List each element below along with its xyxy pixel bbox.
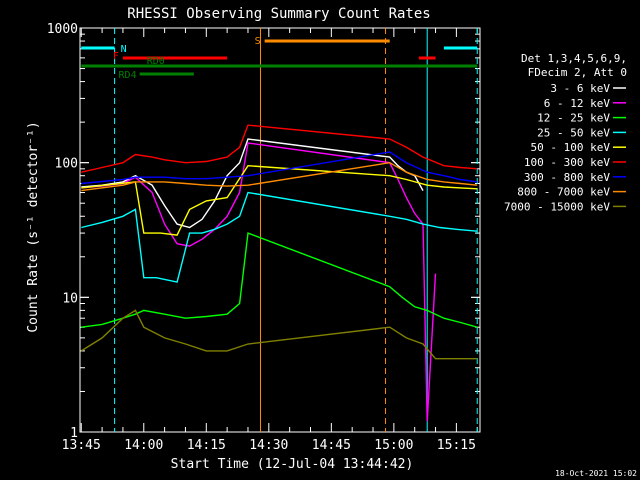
legend-label: 6 - 12 keV	[544, 97, 611, 110]
x-tick-label: 14:15	[187, 438, 226, 453]
plot-border	[79, 27, 481, 433]
chart-title: RHESSI Observing Summary Count Rates	[127, 6, 430, 22]
legend-label: 7000 - 15000 keV	[504, 200, 610, 213]
y-tick-label: 100	[55, 157, 78, 172]
mode-annotations: NF S RD0 RD4	[81, 36, 478, 81]
series-line-2	[81, 232, 478, 328]
y-tick-label: 1000	[47, 22, 78, 37]
legend-label: 50 - 100 keV	[531, 141, 611, 154]
x-tick-label: 15:15	[437, 438, 476, 453]
x-tick-label: 14:45	[312, 438, 351, 453]
x-tick-label: 15:00	[374, 438, 413, 453]
x-tick-label: 14:00	[124, 438, 163, 453]
mode-label-rd4: RD4	[119, 70, 137, 81]
legend-label: 25 - 50 keV	[537, 126, 610, 139]
plot-frame	[79, 27, 481, 433]
x-tick-label: 13:45	[62, 438, 101, 453]
series-layer	[80, 124, 478, 422]
y-tick-label: 1	[70, 426, 78, 441]
footer-date: 18-Oct-2021 15:02	[555, 469, 637, 478]
x-tick-labels: 13:45 14:00 14:15 14:30 14:45 15:00 15:15	[62, 438, 476, 453]
series-line-4	[81, 164, 478, 236]
axis-ticks	[80, 27, 480, 433]
series-line-7	[81, 161, 478, 192]
x-tick-label: 14:30	[249, 438, 288, 453]
legend-label: 12 - 25 keV	[537, 112, 610, 125]
y-axis-label: Count Rate (s⁻¹ detector⁻¹)	[26, 121, 41, 332]
mode-label-rd0: RD0	[147, 56, 165, 67]
legend-header: FDecim 2, Att 0	[528, 66, 627, 79]
series-line-8	[80, 309, 478, 360]
series-line-0	[81, 138, 424, 229]
y-tick-label: 10	[62, 291, 78, 306]
legend-label: 100 - 300 keV	[524, 156, 610, 169]
x-axis-label: Start Time (12-Jul-04 13:44:42)	[171, 457, 414, 472]
legend-header: Det 1,3,4,5,6,9,	[521, 52, 627, 65]
mode-vertical-lines	[114, 28, 478, 432]
series-line-5	[81, 124, 478, 173]
legend-label: 800 - 7000 keV	[517, 186, 610, 199]
legend: Det 1,3,4,5,6,9,FDecim 2, Att 0 3 - 6 keV…	[504, 52, 627, 213]
mode-label-f: F	[113, 51, 119, 62]
series-line-3	[81, 191, 478, 283]
series-line-1	[81, 142, 437, 422]
mode-label-s: S	[255, 36, 261, 47]
mode-label-n: N	[121, 44, 127, 55]
legend-label: 300 - 800 keV	[524, 171, 610, 184]
y-tick-labels: 1 10 100 1000	[47, 22, 78, 441]
series-line-6	[81, 151, 478, 185]
legend-label: 3 - 6 keV	[550, 82, 610, 95]
